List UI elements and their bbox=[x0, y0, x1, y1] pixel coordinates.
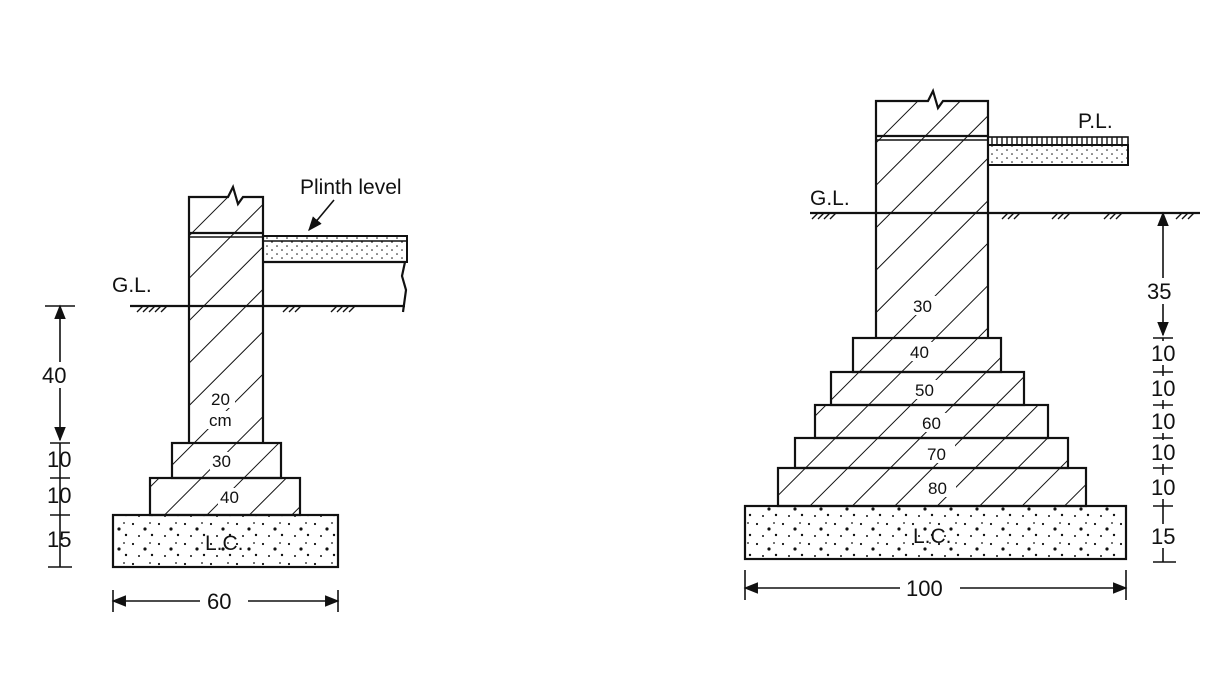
left-base-width: 60 bbox=[207, 589, 231, 614]
right-dim-5: 10 bbox=[1151, 475, 1175, 500]
left-dim-2: 10 bbox=[47, 483, 71, 508]
right-dim-6: 15 bbox=[1151, 524, 1175, 549]
right-width-0: 30 bbox=[913, 297, 932, 316]
right-lean-concrete: L.C. bbox=[743, 504, 1128, 561]
left-dim-3: 15 bbox=[47, 527, 71, 552]
right-width-labels: 30 40 50 60 70 80 bbox=[908, 296, 956, 498]
left-dim-1: 10 bbox=[47, 447, 71, 472]
right-width-1: 40 bbox=[910, 343, 929, 362]
right-width-3: 60 bbox=[922, 414, 941, 433]
right-width-5: 80 bbox=[928, 479, 947, 498]
left-step2-width: 40 bbox=[220, 488, 239, 507]
left-floor-slab bbox=[262, 235, 408, 313]
right-dim-0: 35 bbox=[1147, 279, 1171, 304]
right-dim-4: 10 bbox=[1151, 440, 1175, 465]
left-lc-label: L.C. bbox=[205, 532, 244, 555]
right-dim-3: 10 bbox=[1151, 409, 1175, 434]
left-ground-line: G.L. bbox=[112, 274, 405, 313]
left-gl-label: G.L. bbox=[112, 274, 152, 297]
left-footing: L.C. G.L. Plinth level 20 cm 30 40 bbox=[38, 176, 408, 614]
right-dim-2: 10 bbox=[1151, 376, 1175, 401]
right-ground-line: G.L. bbox=[810, 187, 1200, 220]
left-vertical-dimensions: 40 10 10 15 bbox=[38, 304, 78, 568]
left-lean-concrete: L.C. bbox=[111, 513, 340, 569]
right-width-4: 70 bbox=[927, 445, 946, 464]
left-width-labels: 20 cm 30 40 bbox=[207, 390, 246, 507]
right-lc-label: L.C. bbox=[913, 525, 952, 548]
left-base-dimension: 60 bbox=[111, 589, 340, 614]
right-vertical-dimensions: 35 10 10 10 10 10 15 bbox=[1145, 211, 1181, 563]
right-footing: P.L. L.C. G. bbox=[743, 88, 1200, 601]
left-wall-unit: cm bbox=[209, 411, 232, 430]
right-pl-label: P.L. bbox=[1078, 110, 1113, 133]
right-footing-steps bbox=[776, 336, 1088, 508]
right-floor-slab: P.L. bbox=[987, 110, 1129, 166]
right-gl-label: G.L. bbox=[810, 187, 850, 210]
left-wall bbox=[187, 184, 265, 443]
right-dim-1: 10 bbox=[1151, 341, 1175, 366]
left-wall-width: 20 bbox=[211, 390, 230, 409]
left-dim-0: 40 bbox=[42, 363, 66, 388]
right-width-2: 50 bbox=[915, 381, 934, 400]
left-plinth-label: Plinth level bbox=[300, 176, 402, 199]
left-plinth-callout: Plinth level bbox=[300, 176, 402, 232]
right-base-dimension: 100 bbox=[743, 570, 1128, 601]
right-base-width: 100 bbox=[906, 576, 943, 601]
left-step1-width: 30 bbox=[212, 452, 231, 471]
